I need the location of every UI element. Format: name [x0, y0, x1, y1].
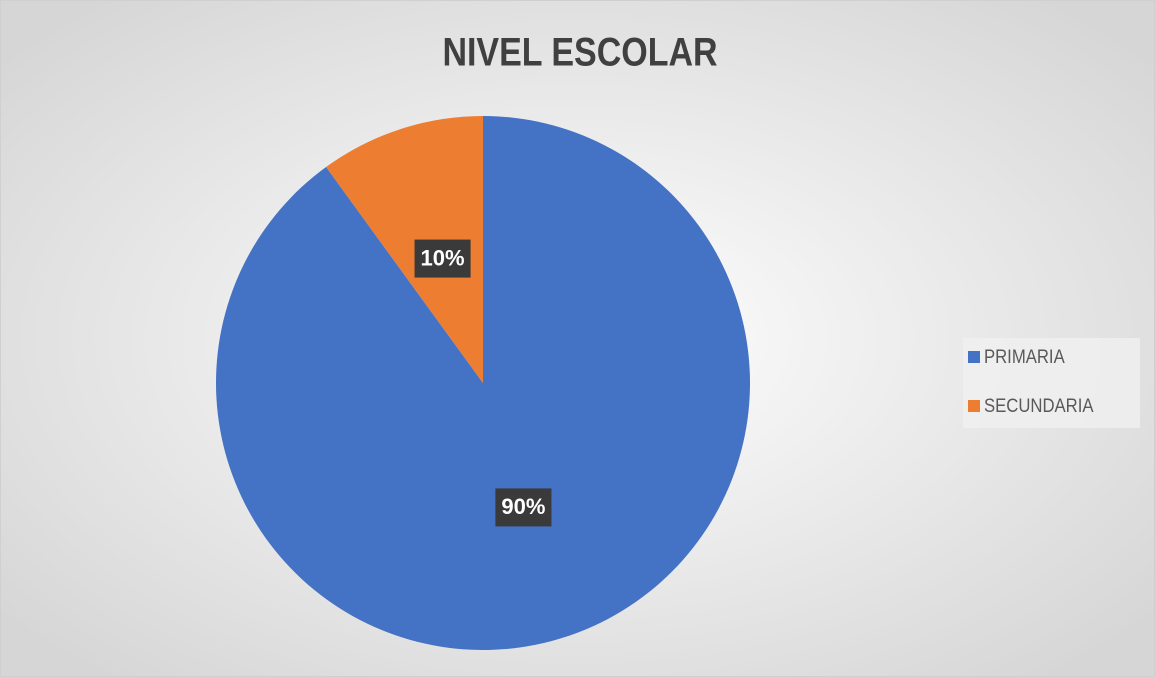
- legend-box: [963, 338, 1140, 428]
- data-label: 10%: [421, 245, 465, 270]
- legend-label: SECUNDARIA: [984, 395, 1094, 416]
- chart-title: NIVEL ESCOLAR: [442, 29, 717, 74]
- data-label: 90%: [501, 494, 545, 519]
- legend-label: PRIMARIA: [984, 346, 1065, 367]
- data-label-box: [495, 488, 552, 527]
- data-label-box: [414, 239, 471, 278]
- legend-marker: [968, 351, 980, 363]
- pie-slice: [326, 116, 483, 383]
- legend-marker: [968, 400, 980, 412]
